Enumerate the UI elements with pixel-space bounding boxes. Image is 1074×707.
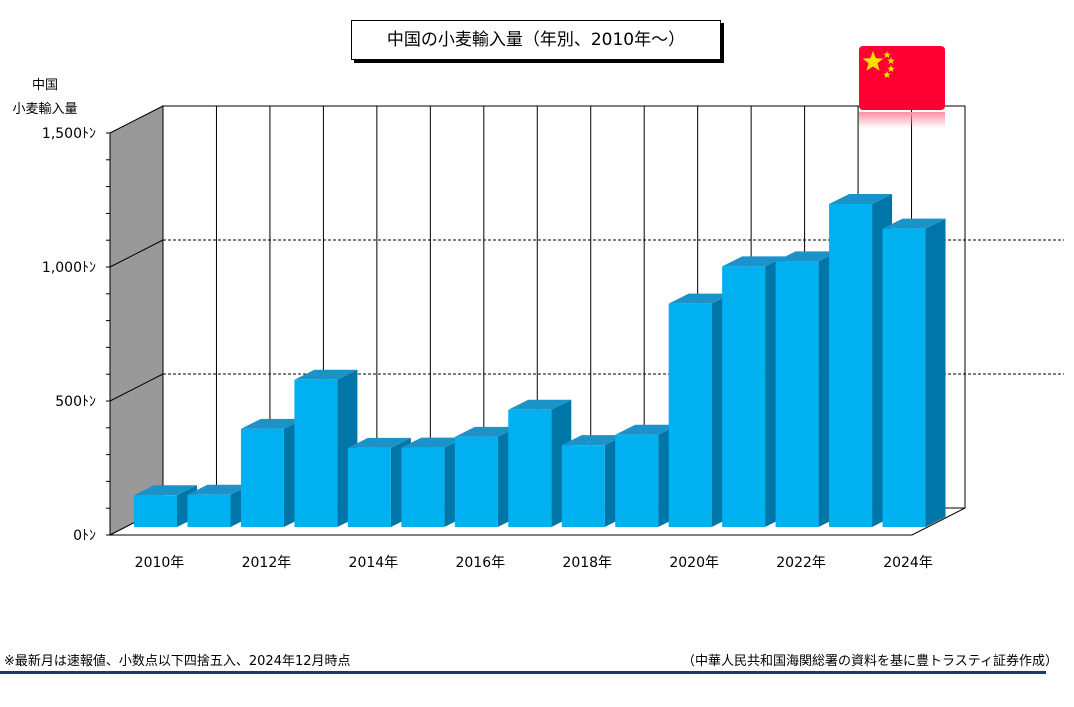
bar xyxy=(668,303,712,527)
bar xyxy=(722,266,766,527)
source-note: （中華人民共和国海関総署の資料を基に豊トラスティ証券作成） xyxy=(682,654,1058,669)
bar-top xyxy=(347,437,411,448)
bar-top xyxy=(829,193,893,204)
x-tick-label: 2020年 xyxy=(669,555,719,571)
x-tick-label: 2016年 xyxy=(455,555,505,571)
plot-side-wall xyxy=(109,105,164,536)
bar-side xyxy=(925,218,946,527)
bar-top xyxy=(401,437,465,448)
footnote: ※最新月は速報値、小数点以下四捨五入、2024年12月時点 xyxy=(4,654,351,669)
bar-top xyxy=(882,218,946,229)
bar-top xyxy=(561,435,625,446)
bar xyxy=(347,447,391,527)
china-flag-icon xyxy=(859,46,945,110)
bar-top xyxy=(187,484,251,495)
bar-top xyxy=(775,251,839,262)
x-tick-label: 2024年 xyxy=(883,555,933,571)
bar xyxy=(508,409,552,527)
bar-top xyxy=(240,418,304,429)
bar xyxy=(829,203,873,527)
bar xyxy=(134,495,177,527)
y-tick-label: 1,500ﾄﾝ xyxy=(42,126,96,142)
bar xyxy=(187,494,231,527)
y-tick-label: 1,000ﾄﾝ xyxy=(42,260,96,276)
bar-top xyxy=(508,399,572,410)
bar-top xyxy=(294,369,358,380)
bar xyxy=(294,379,338,527)
bar-top xyxy=(615,424,679,435)
y-axis-label: 中国 小麦輸入量 xyxy=(10,74,80,122)
y-axis-label-line-1: 中国 xyxy=(31,78,58,93)
bar-top xyxy=(134,485,197,496)
bottom-divider xyxy=(0,671,1046,674)
bar-top xyxy=(454,426,518,437)
x-tick-label: 2010年 xyxy=(135,555,185,571)
y-tick-label: 0ﾄﾝ xyxy=(73,528,96,544)
flag-reflection xyxy=(859,112,945,128)
x-tick-label: 2012年 xyxy=(242,555,292,571)
bar xyxy=(561,445,605,527)
bar xyxy=(882,228,926,527)
x-tick-label: 2018年 xyxy=(562,555,612,571)
gridline-side xyxy=(109,373,164,402)
bar-top xyxy=(668,293,732,304)
bar xyxy=(775,261,819,527)
x-tick-label: 2014年 xyxy=(349,555,399,571)
y-tick-label: 500ﾄﾝ xyxy=(55,394,96,410)
chart-title: 中国の小麦輸入量（年別、2010年～） xyxy=(351,20,721,60)
y-axis-label-line-2: 小麦輸入量 xyxy=(12,102,78,117)
bar xyxy=(454,436,498,527)
bar xyxy=(240,428,284,527)
bar-top xyxy=(722,256,786,267)
x-tick-label: 2022年 xyxy=(776,555,826,571)
gridline-side xyxy=(109,239,164,268)
bar xyxy=(401,447,445,527)
bar xyxy=(615,434,659,527)
